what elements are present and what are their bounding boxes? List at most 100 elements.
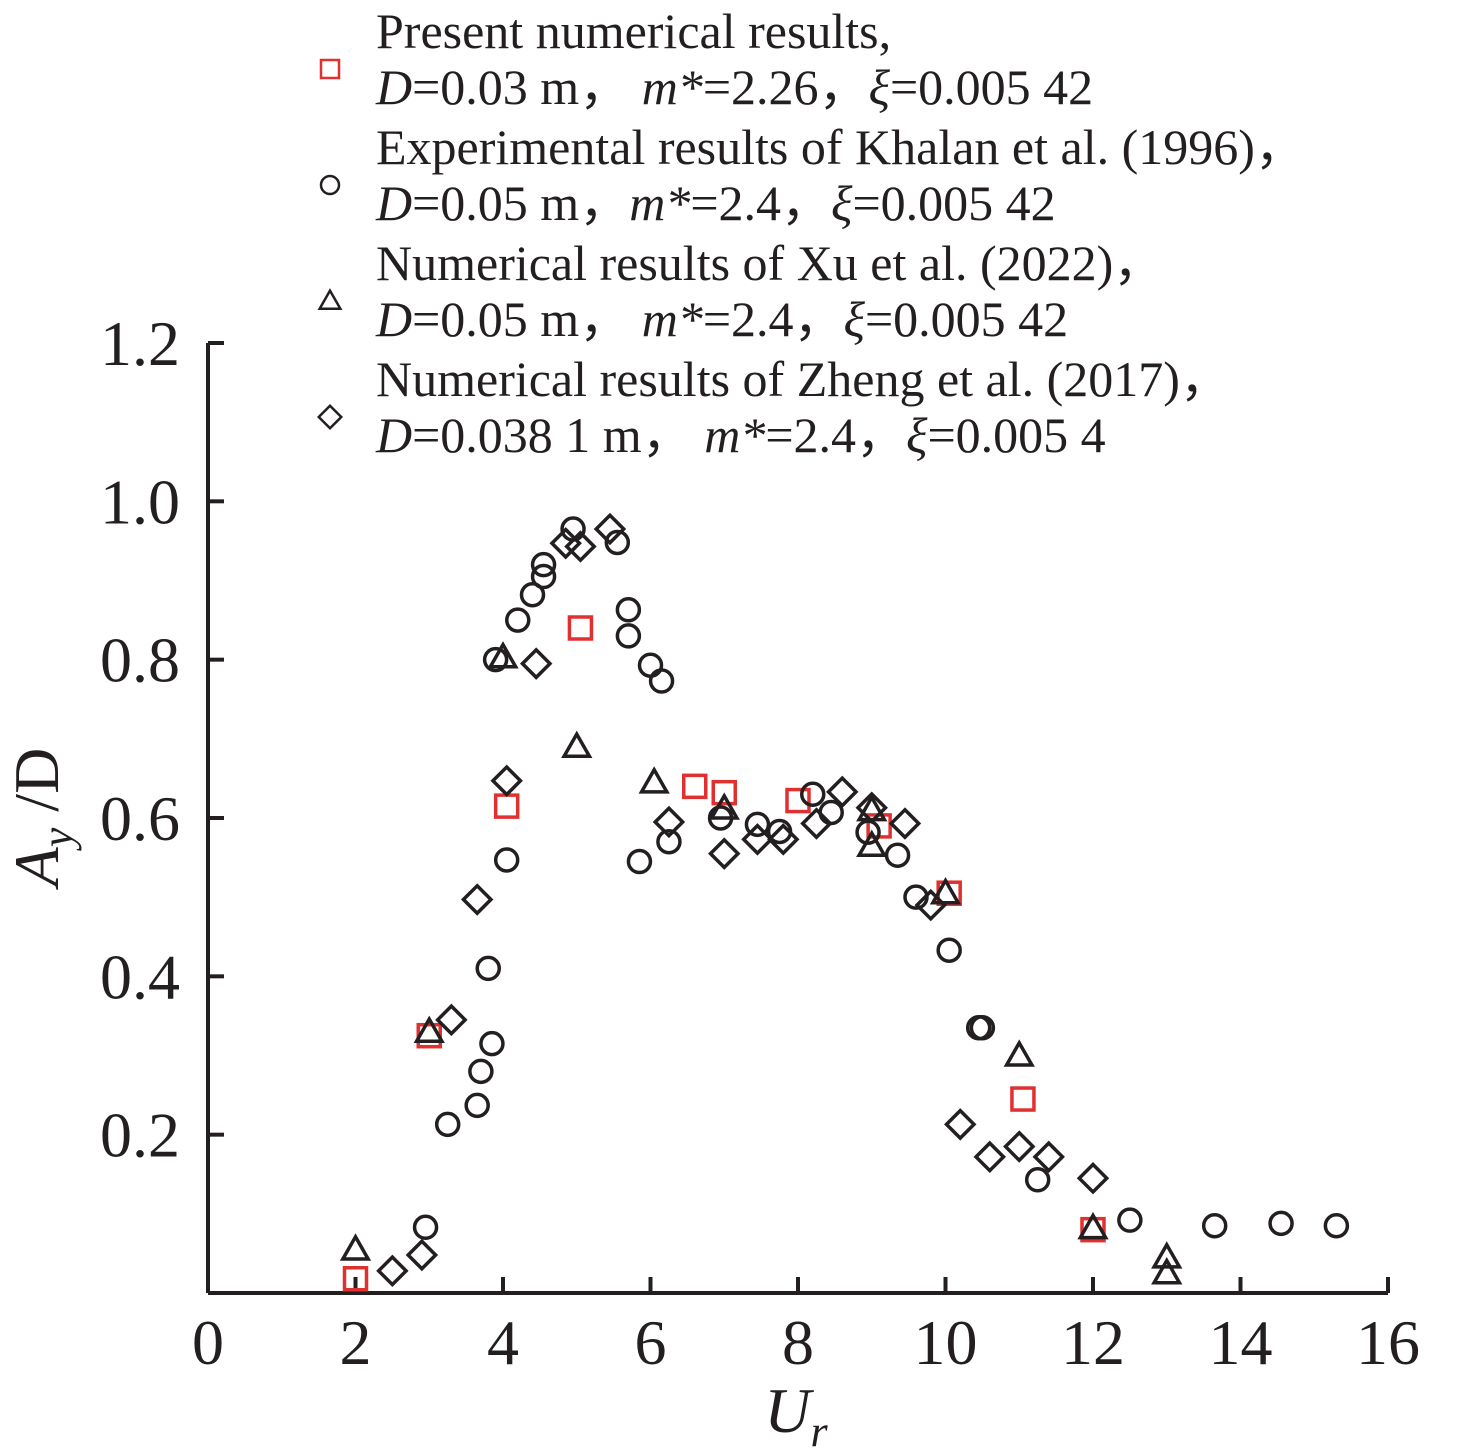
data-point-diamond: [435, 1003, 468, 1037]
data-point-circle: [505, 607, 531, 633]
data-point-diamond: [519, 647, 553, 680]
legend: Present numerical results,D=0.03 m， m*=2…: [316, 3, 1305, 463]
data-point-diamond: [1032, 1140, 1065, 1174]
x-ticks: 0 2 4 6 8 10 12 14 16: [192, 1277, 1420, 1378]
data-point-diamond: [944, 1108, 977, 1141]
x-tick-label: 2: [340, 1307, 372, 1378]
data-point-circle: [648, 668, 675, 694]
data-point-circle: [800, 781, 826, 807]
data-point-circle: [482, 646, 509, 673]
data-point-circle: [475, 955, 501, 982]
data-point-triangle: [638, 766, 670, 794]
data-point-diamond: [855, 791, 888, 824]
legend-label: D=0.038 1 m， m*=2.4，ξ=0.005 4: [375, 407, 1106, 463]
legend-label: Numerical results of Xu et al. (2022)，: [376, 235, 1163, 291]
data-point-circle: [519, 582, 546, 608]
data-point-circle: [969, 1015, 996, 1041]
data-point-diamond: [376, 1254, 409, 1288]
data-point-triangle: [708, 792, 740, 820]
y-tick-label: 1.2: [100, 308, 180, 379]
legend-marker-triangle: [317, 288, 343, 311]
data-point-circle: [656, 829, 682, 855]
data-point-diamond: [652, 805, 686, 839]
data-point-square: [711, 779, 737, 806]
x-tick-label: 0: [192, 1307, 224, 1378]
data-point-circle: [1268, 1210, 1294, 1237]
legend-label: D=0.05 m， m*=2.4，ξ=0.005 42: [375, 291, 1068, 347]
series-diamond: [376, 512, 1110, 1288]
data-point-square: [682, 773, 708, 800]
data-point-diamond: [564, 530, 597, 563]
data-point-diamond: [741, 823, 774, 856]
y-tick-label: 0.2: [100, 1100, 180, 1171]
data-point-diamond: [593, 512, 627, 546]
y-tick-label: 0.6: [100, 783, 180, 854]
data-point-circle: [818, 799, 844, 826]
x-tick-label: 16: [1356, 1307, 1420, 1378]
data-point-diamond: [914, 888, 947, 922]
data-point-diamond: [1003, 1130, 1036, 1163]
legend-marker-circle: [319, 174, 341, 196]
data-point-circle: [530, 551, 557, 578]
y-tick-label: 1.0: [100, 466, 180, 537]
data-point-circle: [1024, 1167, 1051, 1193]
data-point-diamond: [405, 1238, 439, 1272]
data-point-circle: [615, 597, 642, 623]
data-point-diamond: [460, 883, 494, 916]
x-tick-label: 14: [1209, 1307, 1273, 1378]
data-point-triangle: [929, 877, 962, 905]
data-point-circle: [1323, 1212, 1350, 1239]
axes: 0 2 4 6 8 10 12 14 16 0.2 0.4 0.6 0.8 1.0 1.2: [100, 308, 1420, 1378]
series-circle: [412, 516, 1350, 1241]
data-point-diamond: [826, 775, 859, 809]
y-tick-label: 0.8: [100, 625, 180, 696]
data-point-circle: [434, 1111, 461, 1138]
y-axis-title: Ay /D: [1, 748, 82, 891]
data-point-circle: [479, 1030, 505, 1057]
data-point-circle: [468, 1058, 494, 1085]
data-point-circle: [744, 811, 771, 838]
legend-marker-square: [319, 58, 341, 80]
x-tick-label: 12: [1061, 1307, 1125, 1378]
y-tick-label: 0.4: [100, 941, 180, 1012]
data-point-circle: [615, 623, 642, 649]
data-point-circle: [412, 1214, 439, 1241]
series-triangle: [339, 641, 1183, 1285]
legend-marker-diamond: [316, 403, 344, 431]
data-point-circle: [464, 1092, 490, 1119]
data-point-diamond: [708, 837, 741, 870]
data-point-triangle: [339, 1233, 372, 1261]
data-point-triangle: [413, 1015, 445, 1043]
data-point-diamond: [490, 764, 523, 798]
data-point-circle: [637, 652, 664, 678]
x-tick-label: 10: [914, 1307, 978, 1378]
data-point-circle: [530, 563, 557, 590]
legend-label: D=0.03 m， m*=2.26，ξ=0.005 42: [375, 59, 1093, 115]
data-point-circle: [1117, 1207, 1143, 1233]
data-point-triangle: [487, 641, 519, 669]
data-point-square: [567, 615, 594, 641]
plot-area: [339, 512, 1350, 1292]
data-point-diamond: [800, 807, 833, 840]
data-point-circle: [936, 937, 962, 963]
data-point-triangle: [1151, 1241, 1183, 1269]
x-tick-label: 4: [487, 1307, 519, 1378]
data-point-circle: [1201, 1212, 1228, 1239]
legend-label: Experimental results of Khalan et al. (1…: [376, 119, 1305, 175]
data-point-square: [1010, 1086, 1036, 1112]
data-point-triangle: [561, 730, 593, 758]
data-point-diamond: [1076, 1161, 1110, 1195]
data-point-diamond: [973, 1140, 1006, 1174]
data-point-triangle: [856, 829, 888, 857]
data-point-square: [493, 793, 520, 819]
x-tick-label: 6: [635, 1307, 667, 1378]
data-point-triangle: [1003, 1039, 1035, 1067]
x-axis-title: Ur: [764, 1375, 828, 1453]
data-point-circle: [626, 848, 653, 875]
data-point-circle: [493, 847, 520, 873]
x-tick-label: 8: [782, 1307, 814, 1378]
data-point-triangle: [1151, 1257, 1183, 1285]
data-point-circle: [604, 529, 631, 556]
legend-label: Present numerical results,: [376, 3, 891, 59]
